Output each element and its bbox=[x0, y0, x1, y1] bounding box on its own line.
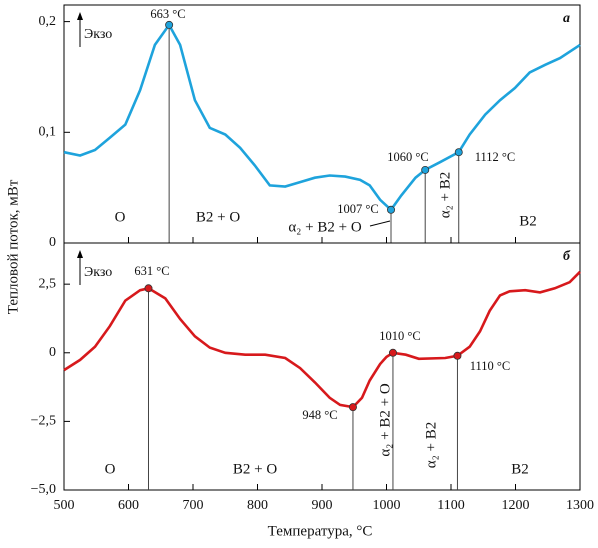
phase-label: α₂ + B2 bbox=[423, 422, 439, 469]
exo-arrow-head bbox=[77, 250, 83, 258]
x-tick-label: 1100 bbox=[437, 498, 464, 513]
point-label: 1010 °C bbox=[379, 329, 420, 343]
y-tick-label: 0,2 bbox=[39, 14, 57, 29]
y-tick-label: 0 bbox=[49, 235, 56, 250]
phase-label: B2 + O bbox=[196, 209, 240, 225]
point-label: 948 °C bbox=[302, 408, 337, 422]
leader-line bbox=[369, 220, 391, 227]
transition-point bbox=[387, 205, 396, 214]
x-tick-label: 1300 bbox=[566, 498, 594, 513]
phase-label: B2 bbox=[511, 461, 529, 477]
y-tick-label: −5,0 bbox=[31, 482, 56, 497]
phase-label: α₂ + B2 + O bbox=[377, 383, 393, 457]
y-tick-label: 0,1 bbox=[39, 125, 57, 140]
phase-label: B2 + O bbox=[233, 461, 277, 477]
y-tick-label: −2,5 bbox=[31, 414, 56, 429]
phase-label: O bbox=[105, 461, 116, 477]
phase-label: B2 bbox=[519, 213, 537, 229]
transition-point bbox=[165, 20, 174, 29]
point-label: 1110 °C bbox=[470, 359, 511, 373]
curve bbox=[63, 22, 581, 212]
y-tick-label: 2,5 bbox=[39, 276, 57, 291]
curve bbox=[63, 270, 581, 409]
x-tick-label: 1200 bbox=[502, 498, 530, 513]
phase-label: α₂ + B2 bbox=[437, 172, 453, 219]
phase-label: α₂ + B2 + O bbox=[288, 219, 362, 235]
panel-label: а bbox=[563, 11, 570, 26]
x-axis-label: Температура, °C bbox=[268, 523, 373, 539]
point-label: 1007 °C bbox=[337, 202, 378, 216]
plot-frame bbox=[63, 4, 581, 244]
y-tick-label: 0 bbox=[49, 345, 56, 360]
exo-note: Экзо bbox=[84, 265, 112, 280]
x-tick-label: 600 bbox=[118, 498, 139, 513]
point-label: 1060 °C bbox=[387, 150, 428, 164]
exo-note: Экзо bbox=[84, 27, 112, 42]
point-label: 663 °C bbox=[150, 7, 185, 21]
transition-point bbox=[388, 348, 397, 357]
panel-label: б bbox=[563, 249, 571, 264]
x-tick-label: 700 bbox=[183, 498, 204, 513]
transition-point bbox=[453, 351, 462, 360]
y-axis-label: Тепловой поток, мВт bbox=[5, 179, 21, 314]
exo-arrow-head bbox=[77, 12, 83, 20]
transition-point bbox=[144, 284, 153, 293]
x-tick-label: 800 bbox=[247, 498, 268, 513]
x-tick-label: 1000 bbox=[373, 498, 401, 513]
point-label: 631 °C bbox=[134, 264, 169, 278]
x-tick-label: 500 bbox=[54, 498, 75, 513]
transition-point bbox=[348, 403, 357, 412]
point-label: 1112 °C bbox=[475, 150, 516, 164]
transition-point bbox=[421, 165, 430, 174]
phase-label: O bbox=[115, 209, 126, 225]
transition-point bbox=[454, 148, 463, 157]
x-tick-label: 900 bbox=[312, 498, 333, 513]
